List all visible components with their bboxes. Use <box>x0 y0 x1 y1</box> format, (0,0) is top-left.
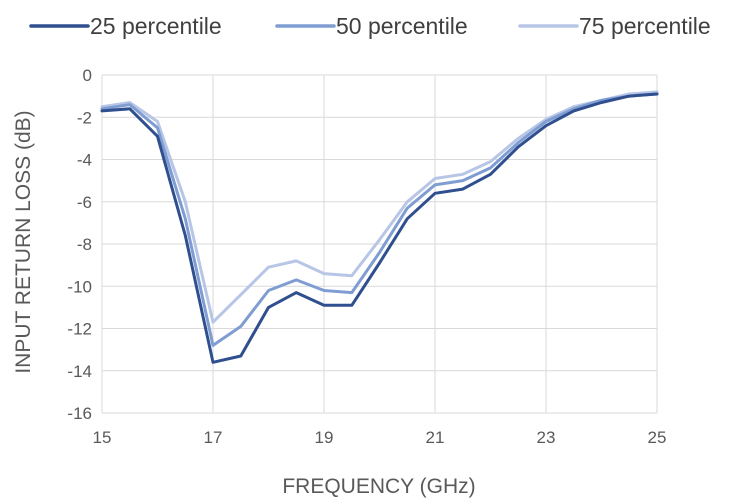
y-tick-label: -6 <box>77 193 92 212</box>
legend-item: 75 percentile <box>518 13 711 39</box>
legend: 25 percentile 50 percentile 75 percentile <box>29 13 711 39</box>
legend-label: 75 percentile <box>579 13 711 39</box>
x-axis-ticks: 15 17 19 21 23 25 <box>93 428 667 447</box>
series-line-1 <box>100 92 659 364</box>
y-axis-title: INPUT RETURN LOSS (dB) <box>12 110 35 373</box>
x-tick-label: 21 <box>426 428 445 447</box>
y-tick-label: -16 <box>67 404 92 423</box>
legend-item: 50 percentile <box>275 13 468 39</box>
x-tick-label: 23 <box>537 428 556 447</box>
y-tick-label: -4 <box>77 151 92 170</box>
legend-label: 25 percentile <box>90 13 222 39</box>
legend-item: 25 percentile <box>29 13 222 39</box>
x-tick-label: 15 <box>93 428 112 447</box>
plot-lines <box>100 90 659 364</box>
y-tick-label: -14 <box>67 362 92 381</box>
y-tick-label: -2 <box>77 108 92 127</box>
y-tick-label: -10 <box>67 277 92 296</box>
series-line-2 <box>100 92 659 347</box>
x-tick-label: 17 <box>204 428 223 447</box>
legend-label: 50 percentile <box>336 13 468 39</box>
x-tick-label: 19 <box>315 428 334 447</box>
y-tick-label: 0 <box>83 66 92 85</box>
x-tick-label: 25 <box>648 428 667 447</box>
y-axis-ticks: 0 -2 -4 -6 -8 -10 -12 -14 -16 <box>67 66 92 423</box>
x-axis-title: FREQUENCY (GHz) <box>282 475 475 498</box>
y-tick-label: -8 <box>77 235 92 254</box>
series-line-3 <box>100 90 659 324</box>
gridlines <box>101 74 658 414</box>
y-tick-label: -12 <box>67 320 92 339</box>
